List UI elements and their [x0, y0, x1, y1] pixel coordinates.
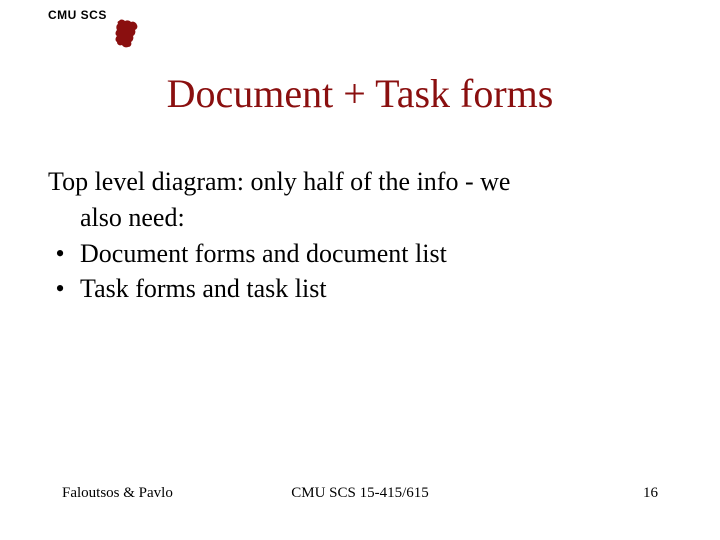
- bullet-marker-icon: •: [48, 237, 72, 271]
- bullet-item: • Task forms and task list: [48, 272, 672, 306]
- scotty-dog-icon: [113, 18, 141, 50]
- header-label: CMU SCS: [48, 8, 107, 22]
- slide-header: CMU SCS: [48, 8, 141, 50]
- bullet-marker-icon: •: [48, 272, 72, 306]
- bullet-text: Task forms and task list: [80, 272, 327, 306]
- footer-authors: Faloutsos & Pavlo: [62, 485, 173, 502]
- slide-title: Document + Task forms: [0, 70, 720, 117]
- intro-text-line1: Top level diagram: only half of the info…: [48, 165, 672, 199]
- bullet-item: • Document forms and document list: [48, 237, 672, 271]
- slide-body: Top level diagram: only half of the info…: [48, 165, 672, 306]
- footer-page-number: 16: [643, 485, 658, 502]
- slide-footer: Faloutsos & Pavlo CMU SCS 15-415/615 16: [62, 485, 658, 502]
- footer-course: CMU SCS 15-415/615: [291, 485, 429, 502]
- bullet-text: Document forms and document list: [80, 237, 447, 271]
- intro-text-line2: also need:: [48, 201, 672, 235]
